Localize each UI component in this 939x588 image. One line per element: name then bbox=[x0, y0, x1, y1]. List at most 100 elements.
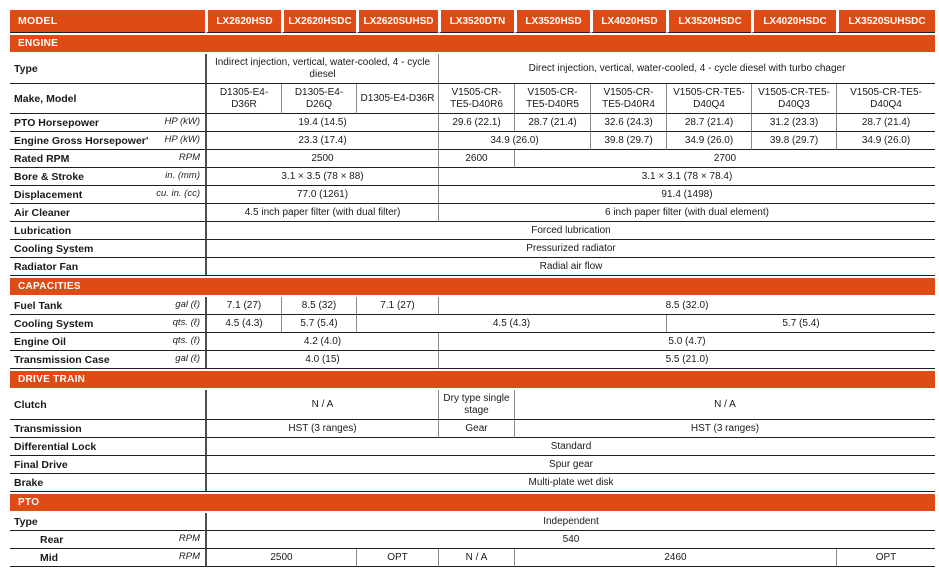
spec-row-cooling-system: Cooling System Pressurized radiator bbox=[10, 240, 935, 258]
section-header-drive-train: DRIVE TRAIN bbox=[10, 369, 935, 390]
spec-cell: 3.1 × 3.1 (78 × 78.4) bbox=[438, 168, 935, 186]
spec-cell: V1505-CR-TE5-D40Q3 bbox=[751, 84, 836, 114]
row-label-cooling-system: Cooling System bbox=[10, 240, 205, 258]
spec-cell: Standard bbox=[205, 438, 935, 456]
model-header-lx3520dtn: LX3520DTN bbox=[438, 10, 514, 33]
spec-row-air-cleaner: Air Cleaner 4.5 inch paper filter (with d… bbox=[10, 204, 935, 222]
row-unit: RPM bbox=[178, 533, 200, 545]
row-label-text: Final Drive bbox=[14, 458, 68, 471]
model-header-row: MODEL LX2620HSD LX2620HSDC LX2620SUHSD LX352… bbox=[10, 10, 935, 33]
row-label-final-drive: Final Drive bbox=[10, 456, 205, 474]
spec-cell: 19.4 (14.5) bbox=[205, 114, 438, 132]
spec-cell: 3.1 × 3.5 (78 × 88) bbox=[205, 168, 438, 186]
spec-cell: 4.2 (4.0) bbox=[205, 333, 438, 351]
spec-cell: 91.4 (1498) bbox=[438, 186, 935, 204]
model-header-lx4020hsd: LX4020HSD bbox=[590, 10, 666, 33]
spec-cell: D1305-E4-D36R bbox=[356, 84, 438, 114]
row-label-text: Bore & Stroke bbox=[14, 170, 85, 183]
spec-cell: Gear bbox=[438, 420, 514, 438]
row-label-text: Displacement bbox=[14, 188, 83, 201]
spec-row-differential-lock: Differential Lock Standard bbox=[10, 438, 935, 456]
spec-cell: Spur gear bbox=[205, 456, 935, 474]
spec-cell: N / A bbox=[438, 549, 514, 567]
spec-cell: 4.5 (4.3) bbox=[356, 315, 666, 333]
spec-cell: Multi-plate wet disk bbox=[205, 474, 935, 492]
row-unit: cu. in. (cc) bbox=[156, 188, 200, 200]
section-row-pto: PTO bbox=[10, 492, 935, 513]
row-label-text: Cooling System bbox=[14, 242, 94, 255]
row-label-pto-horsepower: PTO Horsepower HP (kW) bbox=[10, 114, 205, 132]
model-header-lx3520hsdc: LX3520HSDC bbox=[666, 10, 751, 33]
row-label-rear: Rear RPM bbox=[10, 531, 205, 549]
row-label-text: PTO Horsepower bbox=[14, 116, 99, 129]
spec-cell: 4.5 inch paper filter (with dual filter) bbox=[205, 204, 438, 222]
row-label-text: Engine Oil bbox=[14, 335, 66, 348]
row-label-text: Type bbox=[14, 62, 38, 75]
row-label-radiator-fan: Radiator Fan bbox=[10, 258, 205, 276]
spec-row-pto-horsepower: PTO Horsepower HP (kW) 19.4 (14.5) 29.6 (22… bbox=[10, 114, 935, 132]
row-label-text: Mid bbox=[40, 551, 59, 564]
model-header-lx3520suhsdc: LX3520SUHSDC bbox=[836, 10, 935, 33]
row-unit: qts. (ℓ) bbox=[172, 335, 200, 347]
section-header-engine: ENGINE bbox=[10, 33, 935, 54]
spec-cell: HST (3 ranges) bbox=[205, 420, 438, 438]
model-header-lx3520hsd: LX3520HSD bbox=[514, 10, 590, 33]
spec-cell: 39.8 (29.7) bbox=[751, 132, 836, 150]
row-label-type: Type bbox=[10, 54, 205, 84]
spec-cell: 2500 bbox=[205, 549, 356, 567]
spec-cell: D1305-E4-D36R bbox=[205, 84, 281, 114]
spec-cell: 77.0 (1261) bbox=[205, 186, 438, 204]
spec-cell: 31.2 (23.3) bbox=[751, 114, 836, 132]
row-label-lubrication: Lubrication bbox=[10, 222, 205, 240]
row-label-fuel-tank: Fuel Tank gal (ℓ) bbox=[10, 297, 205, 315]
row-label-text: Transmission Case bbox=[14, 353, 110, 366]
model-header-lx4020hsdc: LX4020HSDC bbox=[751, 10, 836, 33]
spec-cell: 7.1 (27) bbox=[356, 297, 438, 315]
spec-cell: N / A bbox=[205, 390, 438, 420]
spec-row-type: Type Independent bbox=[10, 513, 935, 531]
spec-cell: V1505-CR-TE5-D40R5 bbox=[514, 84, 590, 114]
spec-row-type: Type Indirect injection, vertical, water-… bbox=[10, 54, 935, 84]
row-unit: qts. (ℓ) bbox=[172, 317, 200, 329]
spec-cell: 540 bbox=[205, 531, 935, 549]
row-label-displacement: Displacement cu. in. (cc) bbox=[10, 186, 205, 204]
spec-row-cooling-system: Cooling System qts. (ℓ) 4.5 (4.3) 5.7 (5.4)… bbox=[10, 315, 935, 333]
spec-cell: 2500 bbox=[205, 150, 438, 168]
row-label-text: Brake bbox=[14, 476, 44, 489]
spec-row-rear: Rear RPM 540 bbox=[10, 531, 935, 549]
row-label-air-cleaner: Air Cleaner bbox=[10, 204, 205, 222]
spec-row-radiator-fan: Radiator Fan Radial air flow bbox=[10, 258, 935, 276]
row-label-text: Type bbox=[14, 515, 38, 528]
spec-cell: 4.0 (15) bbox=[205, 351, 438, 369]
spec-cell: 8.5 (32.0) bbox=[438, 297, 935, 315]
spec-cell: 23.3 (17.4) bbox=[205, 132, 438, 150]
spec-cell: 28.7 (21.4) bbox=[666, 114, 751, 132]
spec-cell: Radial air flow bbox=[205, 258, 935, 276]
spec-body: ENGINE Type Indirect injection, vertical, … bbox=[10, 33, 935, 567]
row-label-text: Air Cleaner bbox=[14, 206, 71, 219]
section-row-drive-train: DRIVE TRAIN bbox=[10, 369, 935, 390]
row-unit: HP (kW) bbox=[164, 134, 200, 146]
spec-sheet: MODEL LX2620HSD LX2620HSDC LX2620SUHSD LX352… bbox=[10, 10, 935, 567]
row-label-make-model: Make, Model bbox=[10, 84, 205, 114]
row-label-bore-stroke: Bore & Stroke in. (mm) bbox=[10, 168, 205, 186]
spec-cell: Independent bbox=[205, 513, 935, 531]
spec-row-final-drive: Final Drive Spur gear bbox=[10, 456, 935, 474]
spec-cell: 5.0 (4.7) bbox=[438, 333, 935, 351]
row-label-text: Rated RPM bbox=[14, 152, 70, 165]
row-unit: RPM bbox=[178, 152, 200, 164]
row-label-clutch: Clutch bbox=[10, 390, 205, 420]
spec-cell: 2460 bbox=[514, 549, 836, 567]
spec-row-rated-rpm: Rated RPM RPM 2500 2600 2700 bbox=[10, 150, 935, 168]
spec-cell: D1305-E4-D26Q bbox=[281, 84, 356, 114]
spec-row-fuel-tank: Fuel Tank gal (ℓ) 7.1 (27) 8.5 (32) 7.1 (27)… bbox=[10, 297, 935, 315]
model-header-lx2620hsdc: LX2620HSDC bbox=[281, 10, 356, 33]
spec-cell: Direct injection, vertical, water-cooled… bbox=[438, 54, 935, 84]
section-row-capacities: CAPACITIES bbox=[10, 276, 935, 297]
spec-cell: OPT bbox=[836, 549, 935, 567]
row-unit: gal (ℓ) bbox=[175, 353, 200, 365]
spec-cell: V1505-CR-TE5-D40Q4 bbox=[836, 84, 935, 114]
row-label-engine-gross-horsepower: Engine Gross Horsepower' HP (kW) bbox=[10, 132, 205, 150]
spec-row-make-model: Make, Model D1305-E4-D36R D1305-E4-D26Q D13… bbox=[10, 84, 935, 114]
spec-cell: 7.1 (27) bbox=[205, 297, 281, 315]
